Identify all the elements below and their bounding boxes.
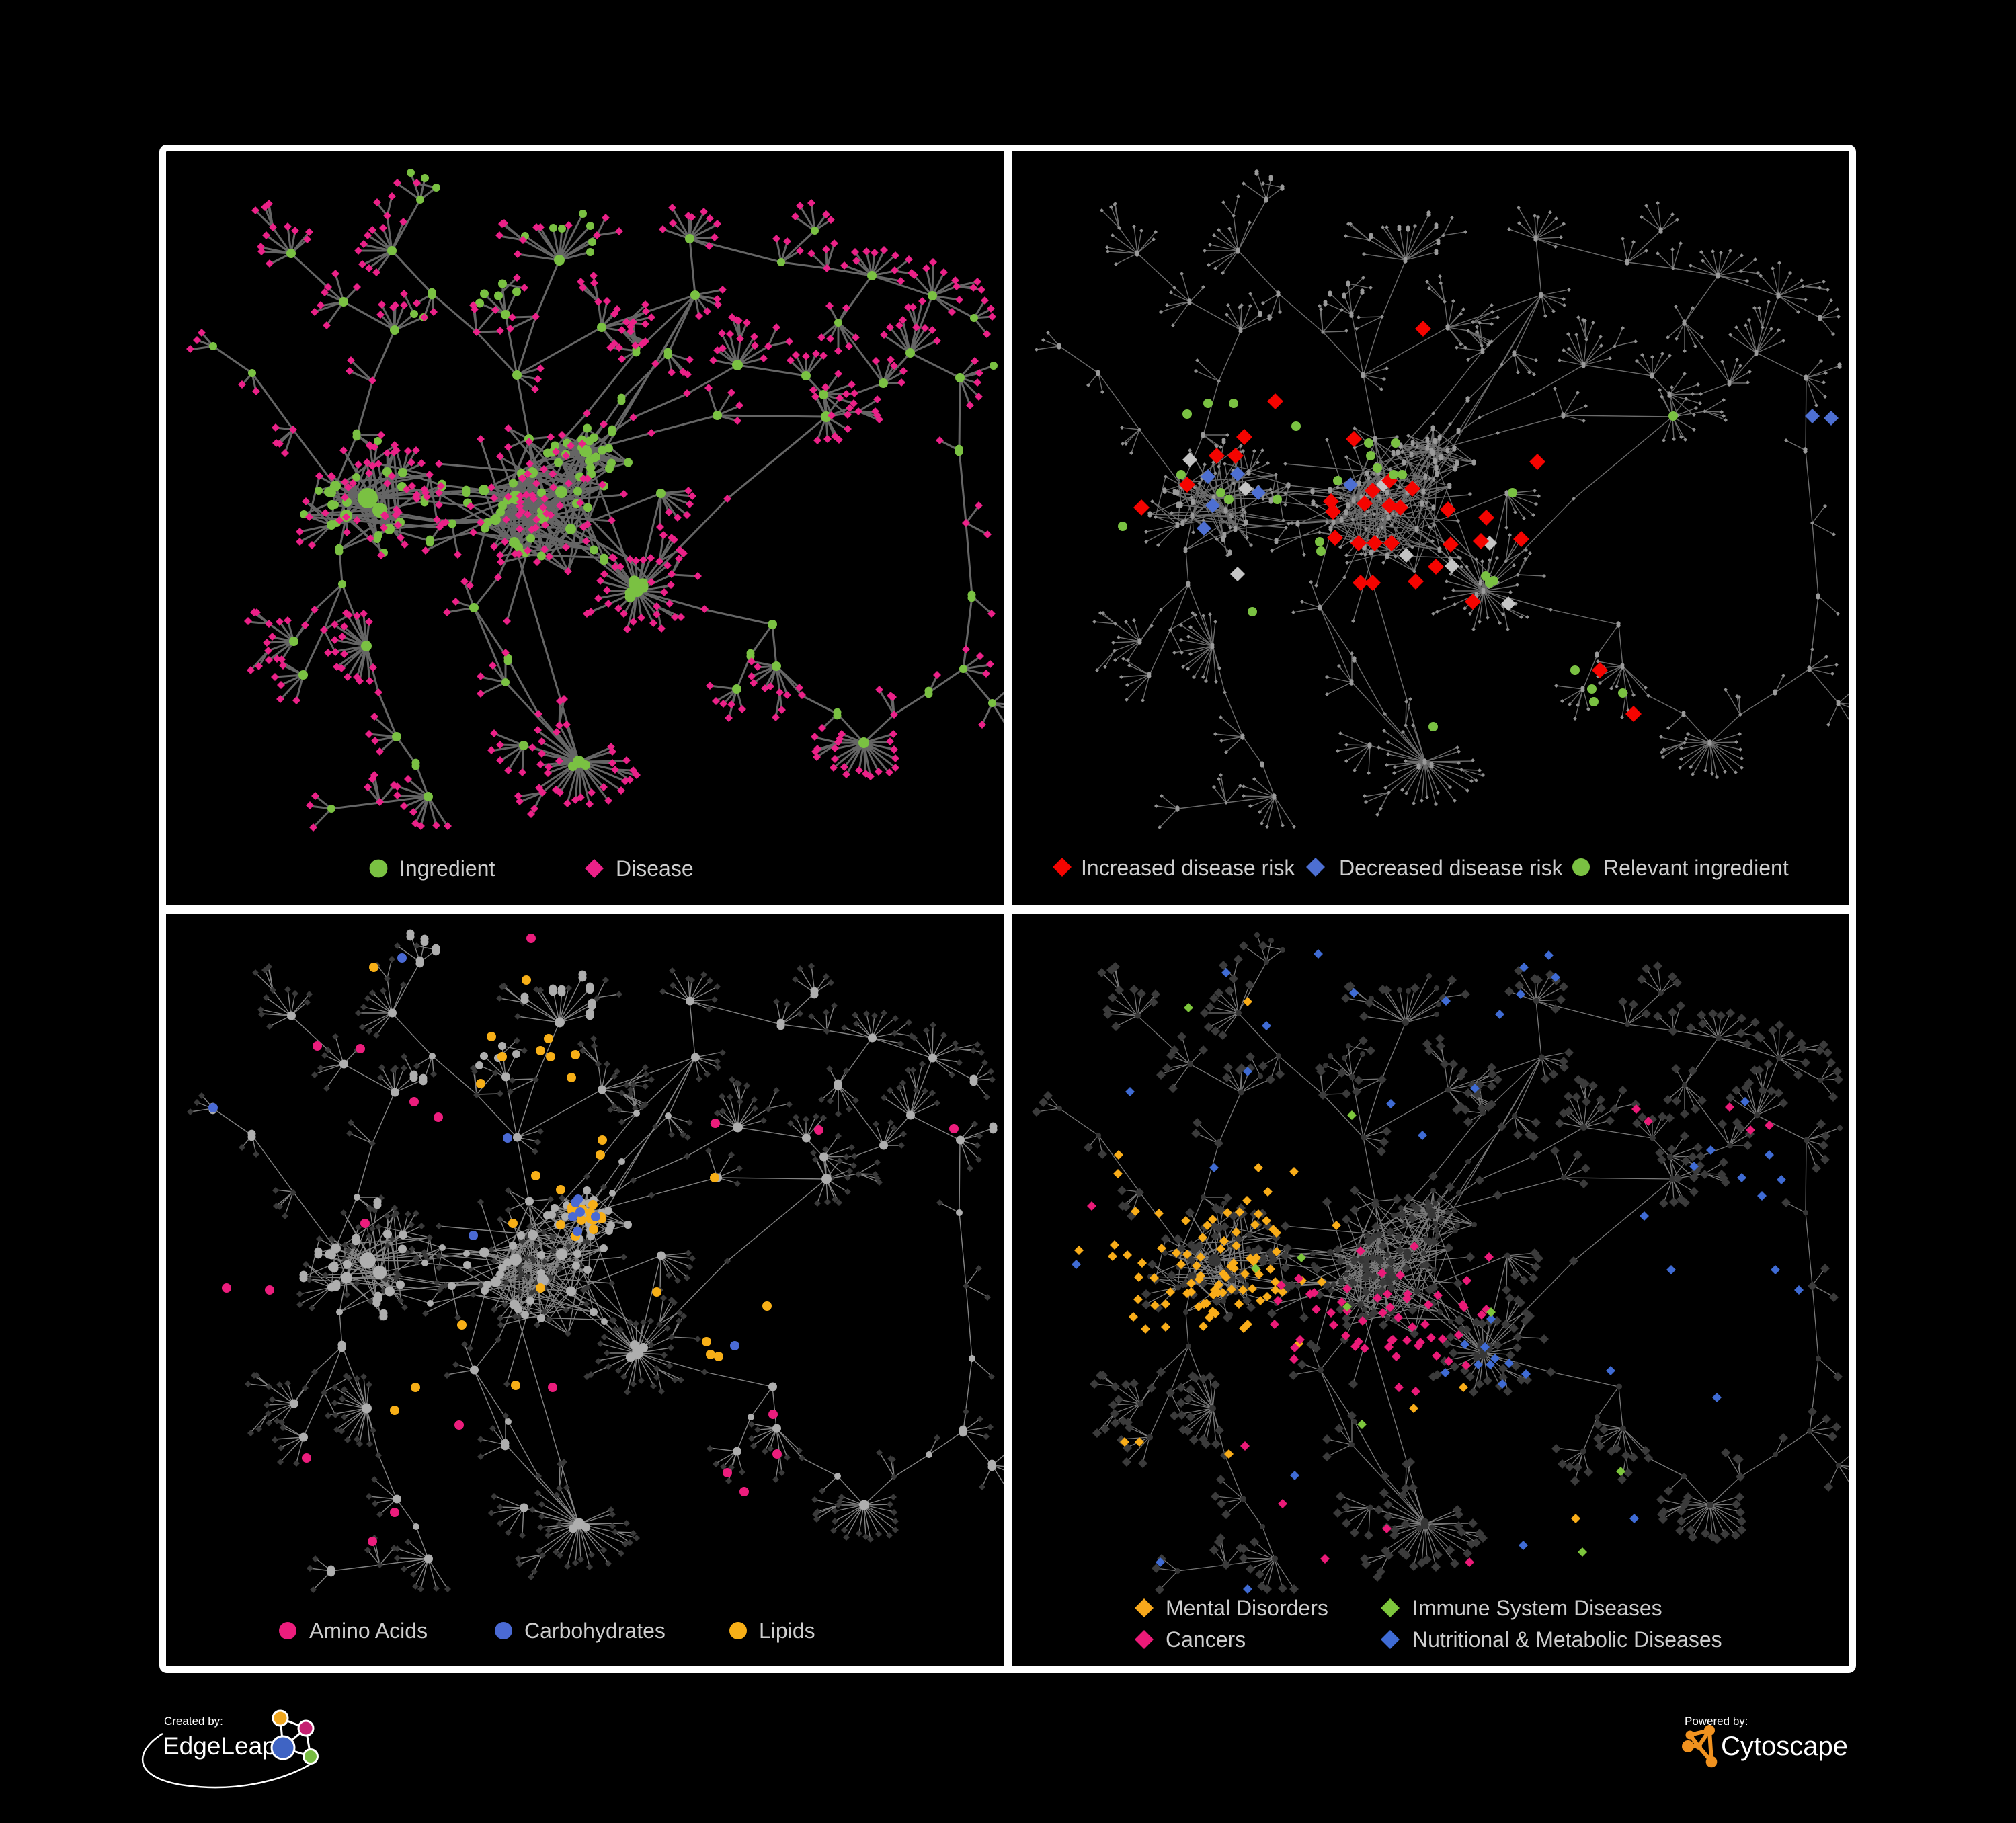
svg-text:EdgeLeap: EdgeLeap: [163, 1732, 276, 1760]
svg-text:Amino Acids: Amino Acids: [309, 1619, 428, 1643]
svg-text:Immune System Diseases: Immune System Diseases: [1412, 1596, 1662, 1620]
svg-text:Powered by:: Powered by:: [1685, 1715, 1748, 1728]
svg-text:Increased disease risk: Increased disease risk: [1081, 856, 1295, 880]
svg-text:Created by:: Created by:: [164, 1715, 223, 1728]
svg-text:Mental Disorders: Mental Disorders: [1166, 1596, 1328, 1620]
svg-text:Lipids: Lipids: [759, 1619, 815, 1643]
svg-text:Disease: Disease: [616, 856, 694, 881]
svg-text:Cytoscape: Cytoscape: [1721, 1732, 1848, 1761]
svg-text:Cancers: Cancers: [1166, 1627, 1246, 1652]
svg-text:Decreased disease risk: Decreased disease risk: [1339, 856, 1564, 880]
svg-text:Nutritional & Metabolic Diseas: Nutritional & Metabolic Diseases: [1412, 1627, 1722, 1652]
svg-text:Ingredient: Ingredient: [399, 856, 495, 881]
svg-text:Carbohydrates: Carbohydrates: [524, 1619, 666, 1643]
svg-text:Relevant ingredient: Relevant ingredient: [1603, 856, 1789, 880]
